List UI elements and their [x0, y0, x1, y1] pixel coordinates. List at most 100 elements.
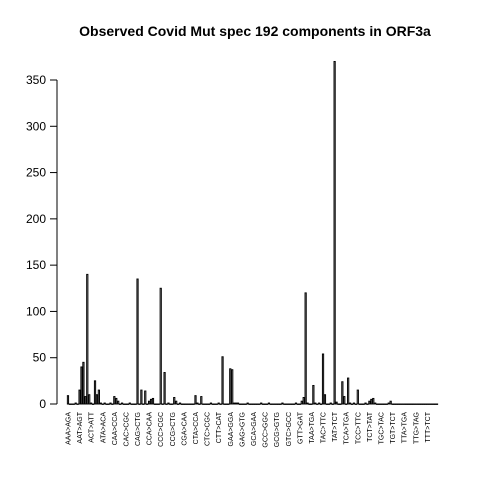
y-tick-label: 0 [39, 397, 46, 411]
bar-series [67, 61, 437, 404]
bar [79, 390, 80, 404]
x-tick-label: CTC>CGC [205, 412, 212, 446]
x-tick-label: CAC>CGC [123, 412, 130, 446]
bar [235, 403, 236, 404]
bar [104, 403, 105, 404]
bar [322, 354, 323, 404]
bar [342, 382, 343, 404]
chart-title: Observed Covid Mut spec 192 components i… [79, 23, 431, 39]
bar [305, 293, 306, 404]
bar [282, 403, 283, 404]
x-tick-label: CTT>CAT [216, 411, 223, 443]
bar [91, 403, 92, 404]
bar [365, 403, 366, 404]
bar [141, 390, 142, 404]
bar [98, 390, 99, 404]
y-tick-label: 300 [26, 119, 46, 133]
bar [145, 391, 146, 404]
y-tick-label: 350 [26, 73, 46, 87]
bar [268, 403, 269, 404]
x-tick-label: CAA>CCA [112, 412, 119, 446]
bar [348, 378, 349, 404]
bar [301, 401, 302, 404]
x-tick-label: ATA>ACA [100, 412, 107, 443]
x-tick-label: TAA>TGA [309, 412, 316, 444]
bar [295, 403, 296, 404]
bar [232, 370, 233, 404]
bar [174, 398, 175, 404]
bar [234, 403, 235, 404]
bar [218, 403, 219, 404]
bar [357, 390, 358, 404]
bar [261, 403, 262, 404]
y-tick-label: 50 [33, 351, 47, 365]
bar [334, 61, 335, 404]
bar [168, 403, 169, 404]
bar [114, 397, 115, 404]
bar [100, 403, 101, 404]
x-tick-label: TCC>TTC [355, 412, 362, 444]
x-tick-label: GCG>GTG [274, 412, 281, 447]
bar [179, 403, 180, 404]
x-tick-label: CTA>CCA [193, 412, 200, 445]
x-tick-label: ACT>ATT [89, 411, 96, 443]
bar [388, 403, 389, 404]
bar [313, 385, 314, 404]
bar [371, 399, 372, 404]
bar [89, 395, 90, 404]
bar [129, 403, 130, 404]
bar [349, 403, 350, 404]
bar [210, 403, 211, 404]
bar [369, 401, 370, 404]
bar [307, 403, 308, 404]
bar [330, 403, 331, 404]
bar [75, 403, 76, 404]
bar [247, 403, 248, 404]
x-tick-label: TAT>TCT [332, 411, 339, 442]
x-tick-label: TTT>TCT [425, 411, 432, 442]
x-tick-label: TCA>TGA [344, 412, 351, 445]
x-tick-label: TGC>TAC [379, 412, 386, 444]
bar [87, 274, 88, 404]
bar [319, 403, 320, 404]
y-tick-label: 200 [26, 212, 46, 226]
x-tick-label: AAT>AGT [77, 411, 84, 443]
bar [315, 403, 316, 404]
x-tick-label: CAG>CTG [135, 412, 142, 446]
x-axis: AAA>AGA AAT>AGT ACT>ATT ATA>ACA CAA>CCA CAC>C… [65, 411, 431, 447]
x-tick-label: CGA>CAA [181, 412, 188, 446]
bar [81, 367, 82, 404]
x-tick-label: GCC>GGC [263, 412, 270, 448]
bar [176, 401, 177, 404]
x-tick-label: GTT>GAT [297, 411, 304, 444]
x-tick-label: GAA>GGA [228, 412, 235, 447]
y-axis: 0 50 100 150 200 250 300 350 [26, 73, 57, 411]
x-tick-label: CCA>CAA [147, 412, 154, 446]
x-tick-label: TAC>TTC [321, 412, 328, 443]
x-tick-label: TCT>TAT [367, 411, 374, 442]
x-tick-label: TTA>TGA [402, 412, 409, 444]
bar [390, 401, 391, 404]
bar [237, 403, 238, 404]
bar [85, 397, 86, 404]
bar [94, 381, 95, 404]
bar [195, 396, 196, 404]
y-tick-label: 150 [26, 258, 46, 272]
y-tick-label: 100 [26, 304, 46, 318]
x-tick-label: CCG>CTG [170, 412, 177, 446]
x-tick-label: GAG>GTG [239, 412, 246, 447]
x-tick-label: CCC>CGC [158, 412, 165, 447]
bar [324, 395, 325, 404]
bar [121, 403, 122, 404]
bar [83, 362, 84, 404]
bar [230, 369, 231, 404]
bar [137, 279, 138, 404]
bar [118, 401, 119, 404]
bar [344, 397, 345, 404]
bar [373, 398, 374, 404]
bar [149, 401, 150, 404]
x-tick-label: AAA>AGA [65, 412, 72, 445]
y-tick-label: 250 [26, 166, 46, 180]
bar [375, 403, 376, 404]
bar [96, 395, 97, 404]
